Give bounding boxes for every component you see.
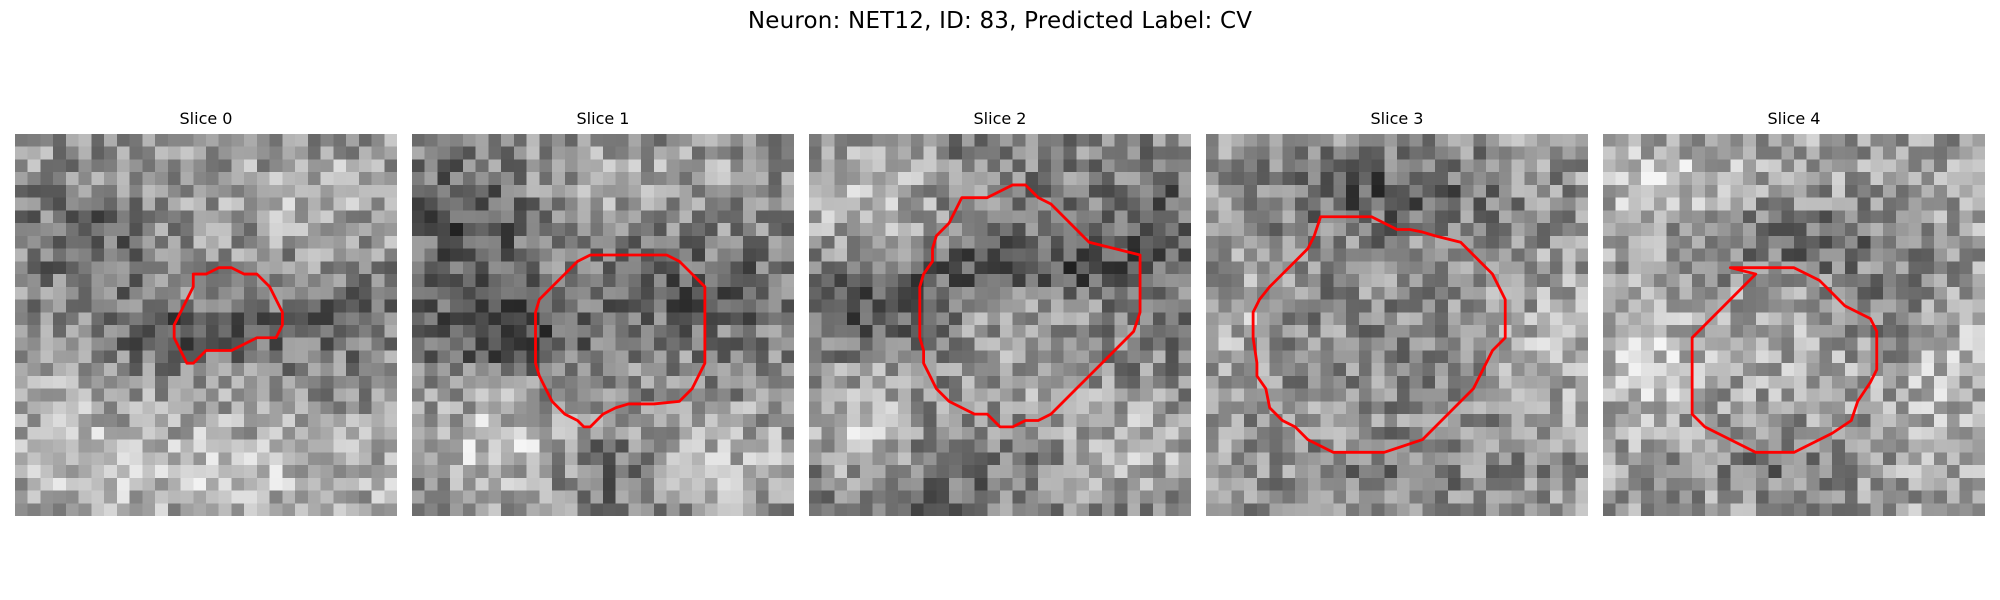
slice-title-4: Slice 4: [1767, 109, 1821, 128]
slice-title-1: Slice 1: [576, 109, 630, 128]
slice-title-0: Slice 0: [179, 109, 233, 128]
slice-title-2: Slice 2: [973, 109, 1027, 128]
figure-title: Neuron: NET12, ID: 83, Predicted Label: …: [747, 8, 1253, 34]
slice-title-3: Slice 3: [1370, 109, 1424, 128]
microscopy-pixels-1: [412, 134, 794, 516]
slice-panel-4: Slice 4: [1603, 108, 1985, 516]
slice-panel-3: Slice 3: [1206, 108, 1588, 516]
slice-image-2: [809, 134, 1191, 516]
slice-panel-1: Slice 1: [412, 108, 794, 516]
microscopy-pixels-3: [1206, 134, 1588, 516]
microscopy-pixels-4: [1603, 134, 1985, 516]
slice-image-3: [1206, 134, 1588, 516]
slice-image-4: [1603, 134, 1985, 516]
microscopy-pixels-2: [809, 134, 1191, 516]
slice-image-0: [15, 134, 397, 516]
microscopy-pixels-0: [15, 134, 397, 516]
slice-panel-2: Slice 2: [809, 108, 1191, 516]
slice-panel-0: Slice 0: [15, 108, 397, 516]
slice-image-1: [412, 134, 794, 516]
